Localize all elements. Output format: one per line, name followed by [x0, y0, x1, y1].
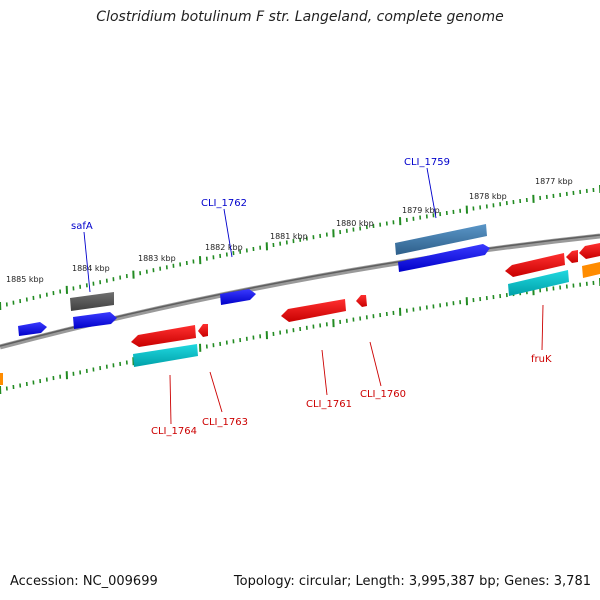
- label-leader-lines: [83, 167, 544, 425]
- gene-arrow-red-cli1761[interactable]: [281, 299, 346, 322]
- gene-label-safa[interactable]: safA: [71, 221, 93, 232]
- gene-arrow-red-small[interactable]: [566, 250, 578, 263]
- gene-arrow-blue-cli1759[interactable]: [398, 244, 490, 272]
- gene-arrow-blue-safa[interactable]: [73, 312, 117, 329]
- genome-summary-text: Topology: circular; Length: 3,995,387 bp…: [233, 574, 591, 589]
- gene-label-cli1764[interactable]: CLI_1764: [151, 426, 197, 437]
- gene-arrow-red-frukpre[interactable]: [505, 253, 565, 277]
- tick-label-1880: 1880 kbp: [336, 219, 374, 228]
- gene-arrow-red-edge[interactable]: [579, 243, 600, 259]
- gene-arrow-gray-safa[interactable]: [70, 292, 114, 311]
- lower-strand-genes: [0, 243, 600, 385]
- gene-arrow-blue[interactable]: [18, 322, 47, 336]
- gene-label-cli1761[interactable]: CLI_1761: [306, 399, 352, 410]
- gene-arrow-steel-cli1759[interactable]: [395, 224, 487, 255]
- tick-label-1884: 1884 kbp: [72, 264, 110, 273]
- gene-arrow-blue-cli1762[interactable]: [220, 289, 256, 305]
- gene-arrow-cyan-cli1764[interactable]: [133, 344, 198, 367]
- scale-tick-labels: 1885 kbp 1884 kbp 1883 kbp 1882 kbp 1881…: [6, 177, 573, 284]
- tick-label-1879: 1879 kbp: [402, 206, 440, 215]
- page-title: Clostridium botulinum F str. Langeland, …: [96, 9, 504, 25]
- gene-label-cli1763[interactable]: CLI_1763: [202, 417, 248, 428]
- upper-scale-dots: [0, 185, 600, 311]
- accession-text: Accession: NC_009699: [10, 574, 158, 589]
- gene-label-cli1759[interactable]: CLI_1759: [404, 157, 450, 168]
- gene-labels: safA CLI_1762 CLI_1759 CLI_1764 CLI_1763…: [71, 157, 552, 437]
- gene-label-fruk[interactable]: fruK: [531, 354, 552, 365]
- tick-label-1883: 1883 kbp: [138, 254, 176, 263]
- gene-arrow-orange-edge[interactable]: [582, 262, 600, 278]
- gene-label-cli1762[interactable]: CLI_1762: [201, 198, 247, 209]
- gene-label-cli1760[interactable]: CLI_1760: [360, 389, 406, 400]
- tick-label-1885: 1885 kbp: [6, 275, 44, 284]
- gene-arrow-orange[interactable]: [0, 373, 3, 385]
- gene-arrow-red-cli1763[interactable]: [198, 324, 208, 337]
- tick-label-1878: 1878 kbp: [469, 192, 507, 201]
- gene-arrow-red-cli1764[interactable]: [131, 325, 196, 347]
- tick-label-1881: 1881 kbp: [270, 232, 308, 241]
- gene-arrow-cyan-fruk[interactable]: [508, 270, 569, 296]
- tick-label-1877: 1877 kbp: [535, 177, 573, 186]
- upper-strand-genes: [18, 224, 490, 336]
- tick-label-1882: 1882 kbp: [205, 243, 243, 252]
- gene-arrow-red-cli1760[interactable]: [356, 295, 367, 307]
